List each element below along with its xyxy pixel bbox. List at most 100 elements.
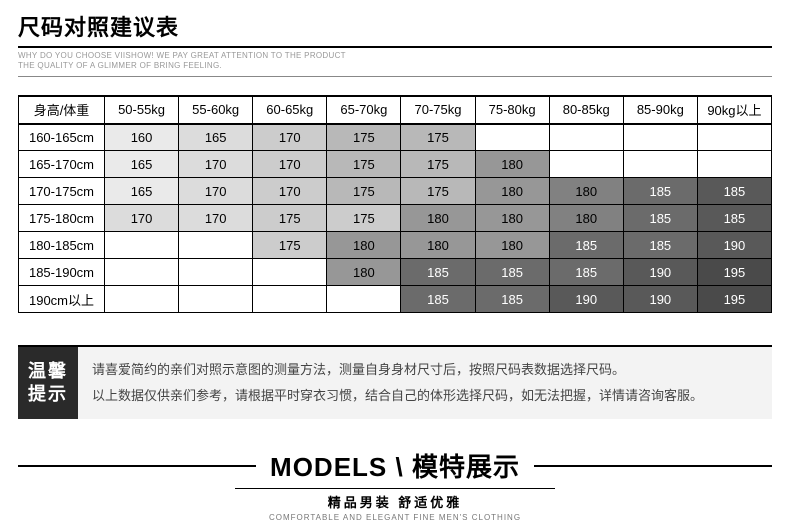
size-cell: 175 bbox=[401, 178, 475, 205]
size-cell: 175 bbox=[327, 205, 401, 232]
size-cell: 175 bbox=[401, 124, 475, 151]
size-cell: 160 bbox=[105, 124, 179, 151]
subtitle-line2: THE QUALITY OF A GLIMMER OF BRING FEELIN… bbox=[18, 61, 222, 70]
size-cell: 180 bbox=[549, 178, 623, 205]
size-cell: 180 bbox=[327, 259, 401, 286]
size-cell: 185 bbox=[549, 259, 623, 286]
row-header: 160-165cm bbox=[19, 124, 105, 151]
size-cell: 170 bbox=[179, 178, 253, 205]
size-cell: 180 bbox=[401, 205, 475, 232]
row-header: 165-170cm bbox=[19, 151, 105, 178]
size-cell: 170 bbox=[253, 124, 327, 151]
col-header: 60-65kg bbox=[253, 96, 327, 124]
models-title: MODELS \ 模特展示 bbox=[256, 447, 534, 484]
models-sub: 精品男装 舒适优雅 bbox=[235, 488, 555, 511]
size-cell: 180 bbox=[475, 232, 549, 259]
size-cell: 175 bbox=[253, 205, 327, 232]
row-header: 190cm以上 bbox=[19, 286, 105, 313]
size-cell: 180 bbox=[475, 205, 549, 232]
size-cell: 190 bbox=[697, 232, 771, 259]
size-cell: 180 bbox=[549, 205, 623, 232]
size-cell bbox=[179, 232, 253, 259]
size-cell: 195 bbox=[697, 286, 771, 313]
table-row: 165-170cm165170170175175180 bbox=[19, 151, 772, 178]
models-title-row: MODELS \ 模特展示 bbox=[18, 447, 772, 484]
size-cell: 165 bbox=[179, 124, 253, 151]
models-section: MODELS \ 模特展示 精品男装 舒适优雅 COMFORTABLE AND … bbox=[18, 447, 772, 522]
table-row: 160-165cm160165170175175 bbox=[19, 124, 772, 151]
size-table: 身高/体重50-55kg55-60kg60-65kg65-70kg70-75kg… bbox=[18, 95, 772, 314]
row-header: 180-185cm bbox=[19, 232, 105, 259]
size-cell: 190 bbox=[549, 286, 623, 313]
col-header: 75-80kg bbox=[475, 96, 549, 124]
notice-label: 温馨 提示 bbox=[18, 347, 78, 419]
table-row: 175-180cm170170175175180180180185185 bbox=[19, 205, 772, 232]
size-cell: 175 bbox=[327, 151, 401, 178]
subtitle-line1: WHY DO YOU CHOOSE VIISHOW! WE PAY GREAT … bbox=[18, 51, 346, 60]
size-cell bbox=[105, 259, 179, 286]
table-row: 190cm以上185185190190195 bbox=[19, 286, 772, 313]
header-subtitle: WHY DO YOU CHOOSE VIISHOW! WE PAY GREAT … bbox=[18, 51, 772, 77]
size-cell: 165 bbox=[105, 151, 179, 178]
size-cell: 185 bbox=[623, 178, 697, 205]
size-cell: 190 bbox=[623, 286, 697, 313]
notice-label-l1: 温馨 bbox=[28, 360, 68, 383]
size-cell: 190 bbox=[623, 259, 697, 286]
size-cell: 185 bbox=[401, 259, 475, 286]
size-cell: 170 bbox=[179, 205, 253, 232]
size-cell: 170 bbox=[105, 205, 179, 232]
size-cell: 180 bbox=[475, 151, 549, 178]
divider-right bbox=[534, 465, 772, 467]
size-cell bbox=[105, 232, 179, 259]
notice-label-l2: 提示 bbox=[28, 383, 68, 406]
size-cell: 180 bbox=[475, 178, 549, 205]
size-cell: 185 bbox=[697, 178, 771, 205]
size-cell bbox=[623, 124, 697, 151]
col-header: 80-85kg bbox=[549, 96, 623, 124]
table-row: 170-175cm165170170175175180180185185 bbox=[19, 178, 772, 205]
divider-left bbox=[18, 465, 256, 467]
col-header: 65-70kg bbox=[327, 96, 401, 124]
notice-box: 温馨 提示 请喜爱简约的亲们对照示意图的测量方法，测量自身身材尺寸后，按照尺码表… bbox=[18, 345, 772, 419]
col-header: 50-55kg bbox=[105, 96, 179, 124]
size-cell bbox=[253, 259, 327, 286]
size-cell: 185 bbox=[475, 286, 549, 313]
size-cell: 185 bbox=[697, 205, 771, 232]
size-cell: 180 bbox=[327, 232, 401, 259]
row-header: 175-180cm bbox=[19, 205, 105, 232]
table-row: 180-185cm175180180180185185190 bbox=[19, 232, 772, 259]
size-cell bbox=[549, 151, 623, 178]
size-cell bbox=[549, 124, 623, 151]
size-cell bbox=[179, 286, 253, 313]
size-cell: 185 bbox=[401, 286, 475, 313]
size-cell bbox=[697, 151, 771, 178]
size-cell: 170 bbox=[253, 178, 327, 205]
size-cell: 195 bbox=[697, 259, 771, 286]
size-cell: 170 bbox=[253, 151, 327, 178]
col-header: 85-90kg bbox=[623, 96, 697, 124]
notice-line1: 请喜爱简约的亲们对照示意图的测量方法，测量自身身材尺寸后，按照尺码表数据选择尺码… bbox=[92, 357, 758, 383]
header: 尺码对照建议表 WHY DO YOU CHOOSE VIISHOW! WE PA… bbox=[18, 10, 772, 77]
notice-line2: 以上数据仅供亲们参考，请根据平时穿衣习惯，结合自己的体形选择尺码，如无法把握，详… bbox=[92, 383, 758, 409]
size-cell: 185 bbox=[623, 205, 697, 232]
row-header: 185-190cm bbox=[19, 259, 105, 286]
col-header: 90kg以上 bbox=[697, 96, 771, 124]
size-cell: 180 bbox=[401, 232, 475, 259]
size-cell: 165 bbox=[105, 178, 179, 205]
size-cell: 170 bbox=[179, 151, 253, 178]
size-cell: 185 bbox=[475, 259, 549, 286]
size-cell bbox=[697, 124, 771, 151]
size-cell: 185 bbox=[549, 232, 623, 259]
table-row: 185-190cm180185185185190195 bbox=[19, 259, 772, 286]
header-title: 尺码对照建议表 bbox=[18, 10, 772, 48]
size-cell: 185 bbox=[623, 232, 697, 259]
size-cell: 175 bbox=[401, 151, 475, 178]
size-cell: 175 bbox=[327, 124, 401, 151]
size-cell bbox=[179, 259, 253, 286]
size-cell bbox=[623, 151, 697, 178]
notice-body: 请喜爱简约的亲们对照示意图的测量方法，测量自身身材尺寸后，按照尺码表数据选择尺码… bbox=[78, 347, 772, 419]
size-cell bbox=[253, 286, 327, 313]
table-corner: 身高/体重 bbox=[19, 96, 105, 124]
row-header: 170-175cm bbox=[19, 178, 105, 205]
col-header: 70-75kg bbox=[401, 96, 475, 124]
